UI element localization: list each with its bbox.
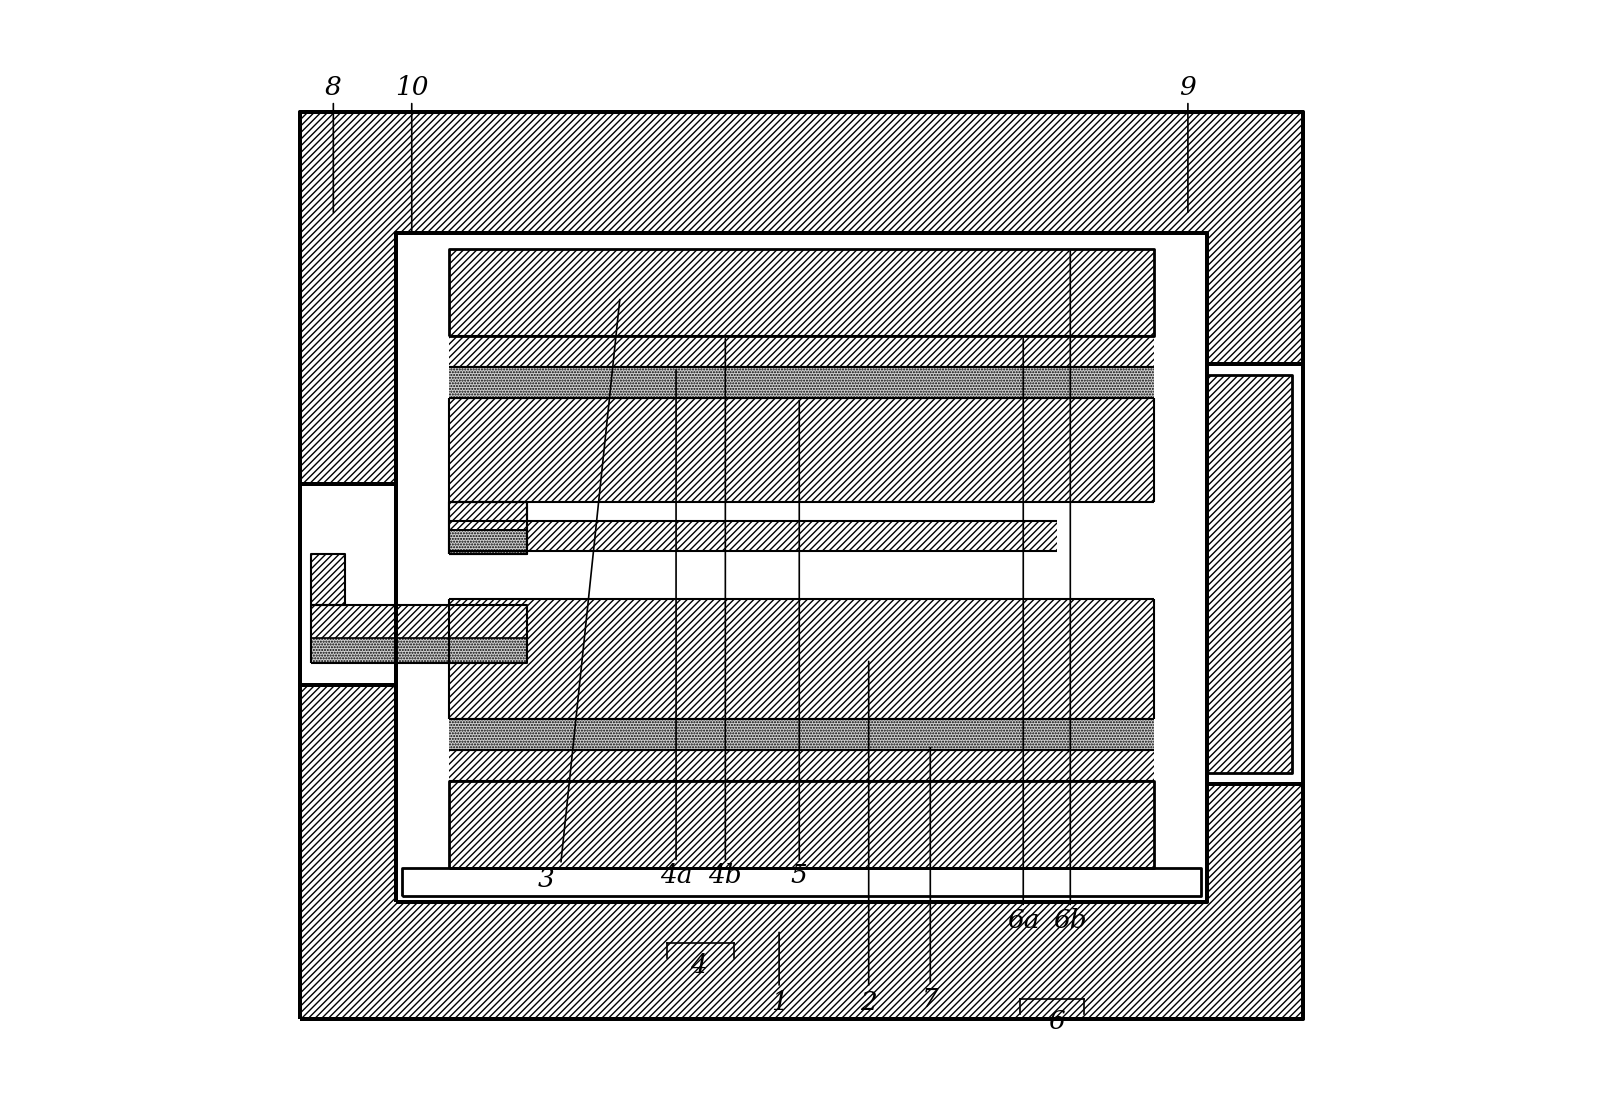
Text: 5: 5 — [790, 864, 808, 888]
Bar — [449, 249, 1154, 336]
Bar — [402, 868, 1201, 896]
Bar — [449, 530, 527, 554]
Text: 10: 10 — [394, 75, 428, 100]
Text: 1: 1 — [771, 990, 787, 1015]
Text: 7: 7 — [922, 987, 939, 1011]
Text: 6: 6 — [1048, 1009, 1066, 1034]
Text: 9: 9 — [1180, 75, 1196, 100]
Bar — [300, 484, 396, 685]
Text: 8: 8 — [325, 75, 341, 100]
Bar — [449, 336, 1154, 367]
Text: 2: 2 — [861, 990, 877, 1015]
Bar — [300, 112, 396, 1019]
Bar — [311, 638, 527, 663]
Bar — [1207, 364, 1303, 784]
Bar — [449, 502, 527, 554]
Bar — [449, 781, 1154, 868]
Text: 6b: 6b — [1053, 908, 1087, 933]
Text: 3: 3 — [537, 867, 555, 892]
Bar — [449, 530, 527, 554]
Text: 4b: 4b — [709, 864, 742, 888]
Text: 4: 4 — [689, 953, 707, 978]
Bar — [449, 719, 1154, 750]
Bar — [311, 605, 527, 663]
Bar — [311, 554, 345, 605]
Bar — [449, 398, 1154, 502]
Bar — [1207, 375, 1292, 773]
Bar — [300, 484, 396, 685]
Text: 6a: 6a — [1007, 908, 1039, 933]
Bar — [449, 367, 1154, 398]
Bar — [449, 750, 1154, 781]
Bar — [449, 521, 1056, 551]
Bar — [449, 502, 527, 554]
Bar — [449, 599, 1154, 719]
Text: 4a: 4a — [660, 864, 692, 888]
Bar — [300, 902, 1303, 1019]
Bar — [1207, 112, 1303, 1019]
Bar — [396, 233, 1207, 902]
Bar — [300, 112, 1303, 233]
